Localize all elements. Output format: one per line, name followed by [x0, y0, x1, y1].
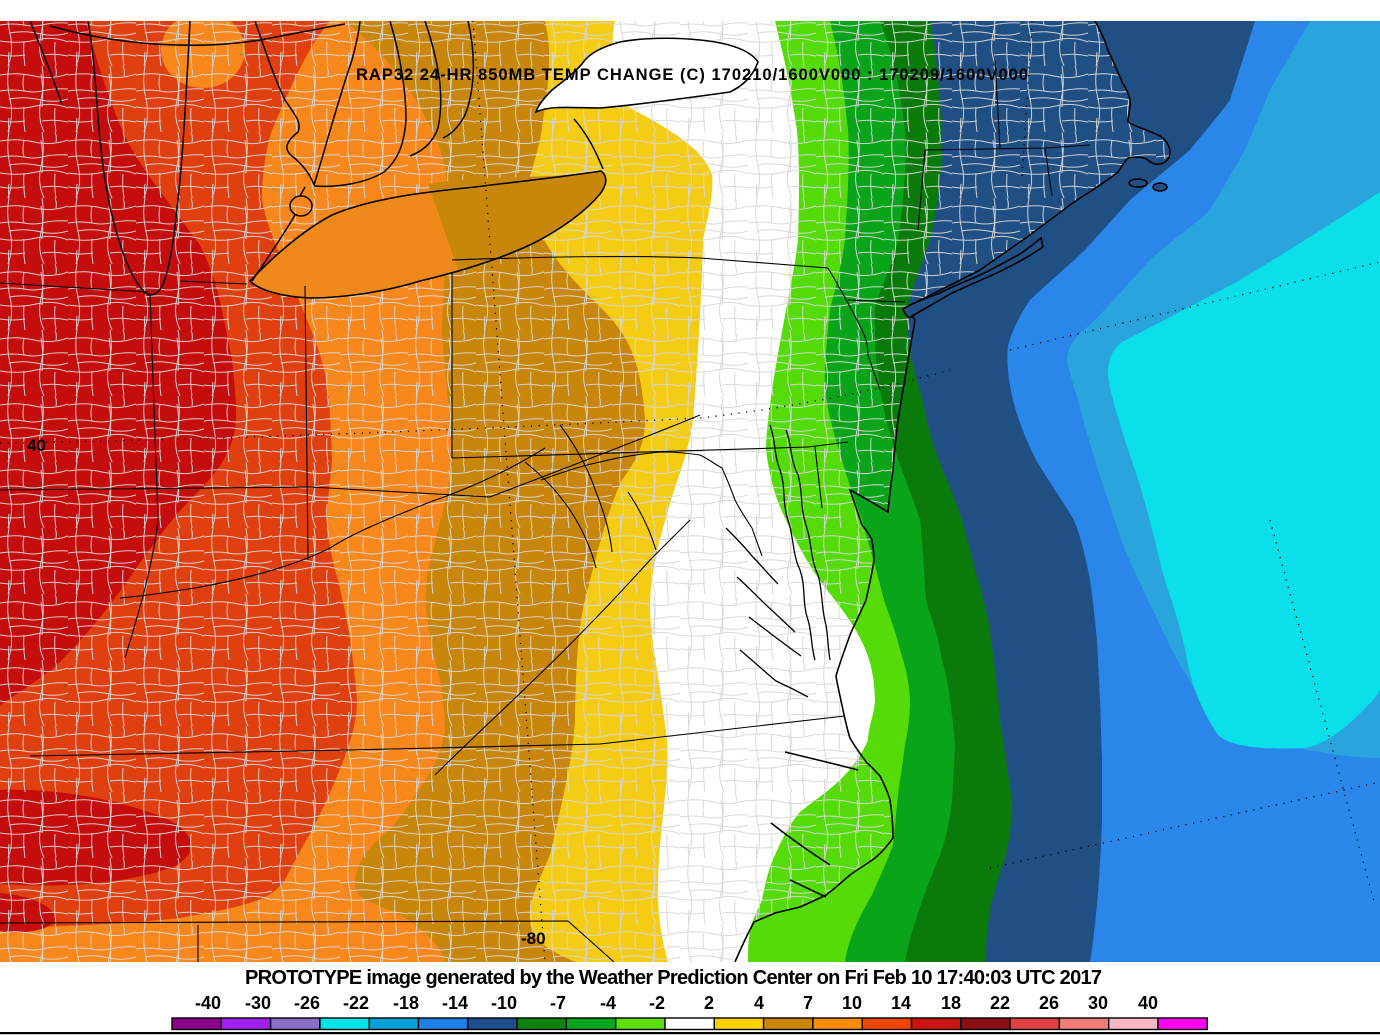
svg-text:2: 2 — [704, 993, 714, 1013]
svg-text:7: 7 — [803, 993, 813, 1013]
svg-text:-22: -22 — [343, 993, 369, 1013]
svg-text:10: 10 — [842, 993, 862, 1013]
svg-text:-14: -14 — [442, 993, 468, 1013]
svg-text:-80: -80 — [521, 929, 546, 948]
svg-text:-2: -2 — [649, 993, 665, 1013]
svg-text:30: 30 — [1088, 993, 1108, 1013]
svg-text:-4: -4 — [600, 993, 616, 1013]
svg-text:22: 22 — [990, 993, 1010, 1013]
svg-text:14: 14 — [891, 993, 911, 1013]
svg-text:-26: -26 — [294, 993, 320, 1013]
svg-text:-40: -40 — [195, 993, 221, 1013]
svg-text:-18: -18 — [393, 993, 419, 1013]
svg-text:40: 40 — [27, 436, 46, 455]
svg-text:PROTOTYPE image generated by t: PROTOTYPE image generated by the Weather… — [245, 967, 1102, 989]
svg-text:26: 26 — [1039, 993, 1059, 1013]
svg-text:4: 4 — [754, 993, 764, 1013]
svg-text:40: 40 — [1138, 993, 1158, 1013]
svg-text:18: 18 — [941, 993, 961, 1013]
svg-text:RAP32 24-HR 850MB TEMP CHANGE: RAP32 24-HR 850MB TEMP CHANGE (C) 170210… — [356, 66, 1028, 84]
svg-text:-10: -10 — [491, 993, 517, 1013]
svg-text:-7: -7 — [550, 993, 566, 1013]
svg-text:-30: -30 — [245, 993, 271, 1013]
